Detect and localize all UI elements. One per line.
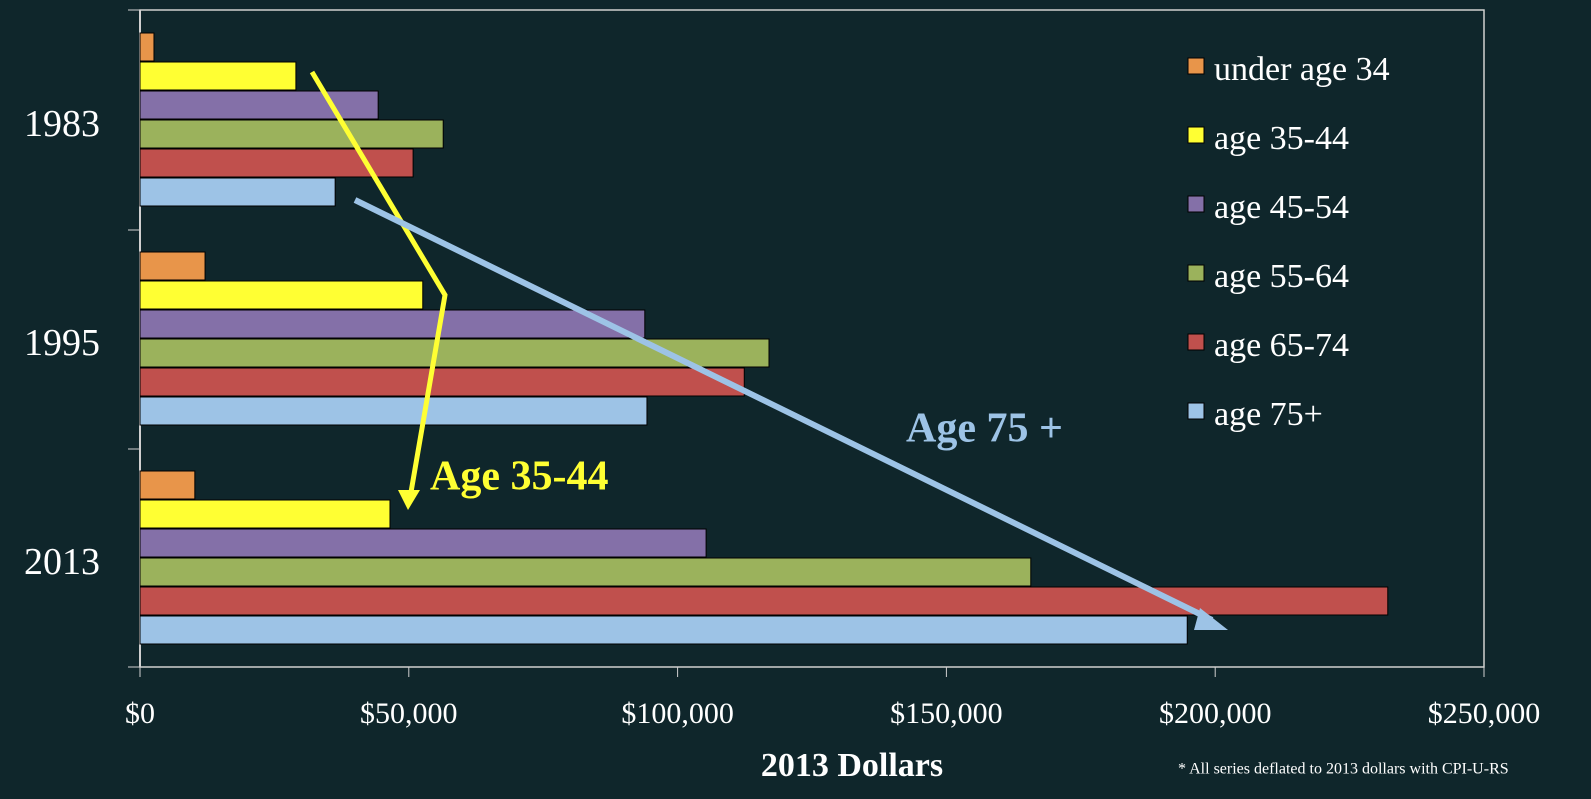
bar (139, 338, 770, 368)
bar (139, 396, 648, 426)
legend-swatch (1187, 126, 1205, 144)
y-tick-label: 1983 (24, 103, 100, 145)
arrow-head (398, 490, 420, 510)
legend-label: age 45-54 (1214, 189, 1349, 226)
bar (139, 251, 206, 281)
x-tick-label: $50,000 (360, 697, 458, 730)
legend-swatch (1187, 195, 1205, 213)
legend-swatch (1187, 402, 1205, 420)
legend-label: age 35-44 (1214, 120, 1349, 157)
legend-swatch (1187, 333, 1205, 351)
y-tick-label: 2013 (24, 541, 100, 583)
arrow-head (1194, 608, 1228, 630)
legend-label: under age 34 (1214, 51, 1390, 88)
bar (139, 61, 297, 91)
x-axis-label: 2013 Dollars (761, 747, 943, 784)
bar (139, 177, 336, 207)
arrow-35-44 (309, 70, 448, 499)
legend-label: age 75+ (1214, 396, 1323, 433)
bar (139, 528, 707, 558)
bar (139, 309, 646, 339)
bar (139, 615, 1188, 645)
bar (139, 367, 745, 397)
legend-label: age 55-64 (1214, 258, 1349, 295)
y-tick-label: 1995 (24, 322, 100, 364)
x-tick-label: $200,000 (1159, 697, 1272, 730)
legend-swatch (1187, 264, 1205, 282)
x-tick-label: $0 (125, 697, 155, 730)
legend-label: age 65-74 (1214, 327, 1349, 364)
bar (139, 499, 391, 529)
x-tick-label: $250,000 (1428, 697, 1541, 730)
arrow-75 (353, 197, 1214, 623)
x-tick-label: $150,000 (890, 697, 1003, 730)
footnote: * All series deflated to 2013 dollars wi… (1178, 761, 1509, 778)
bar (139, 90, 379, 120)
bar (139, 470, 196, 500)
legend-swatch (1187, 57, 1205, 75)
x-tick-label: $100,000 (621, 697, 734, 730)
bar (139, 119, 444, 149)
bar (139, 280, 424, 310)
bar (139, 557, 1032, 587)
bar (139, 32, 155, 62)
annotation: Age 35-44 (430, 454, 608, 500)
annotation: Age 75 + (906, 406, 1063, 452)
